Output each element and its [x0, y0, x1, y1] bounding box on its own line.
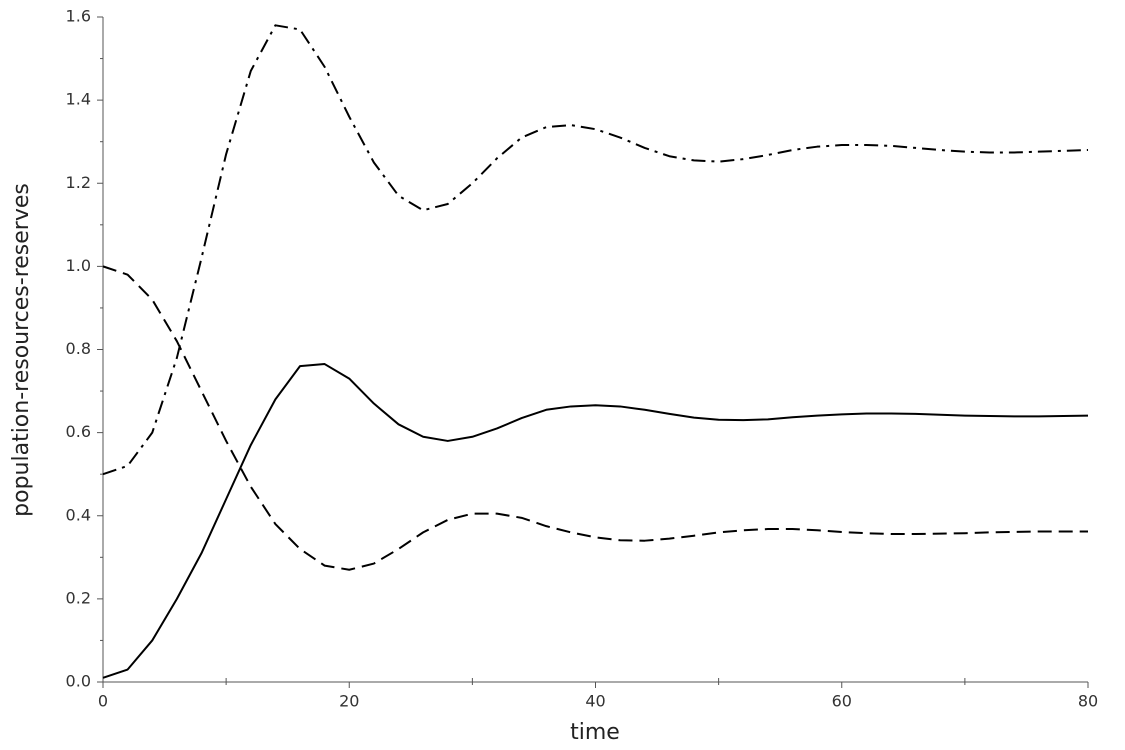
- x-tick-label: 40: [585, 692, 605, 711]
- x-tick-label: 0: [98, 692, 108, 711]
- y-tick-label: 0.8: [66, 339, 91, 358]
- y-tick-label: 0.2: [66, 588, 91, 607]
- y-axis-title: population-resources-reserves: [9, 183, 34, 517]
- y-tick-label: 1.2: [66, 173, 91, 192]
- x-tick-label: 60: [832, 692, 852, 711]
- y-tick-label: 1.6: [66, 7, 91, 26]
- series-line: [102, 363, 1089, 679]
- x-tick-label: 20: [339, 692, 359, 711]
- y-tick-label: 0.0: [66, 672, 91, 691]
- series-line: [102, 265, 1088, 571]
- y-tick-label: 0.4: [66, 505, 91, 524]
- y-tick-label: 1.0: [66, 256, 91, 275]
- x-tick-label: 80: [1078, 692, 1098, 711]
- series-line: [102, 24, 1089, 476]
- y-tick-label: 0.6: [66, 422, 91, 441]
- x-axis-title: time: [570, 720, 620, 745]
- y-tick-label: 1.4: [66, 90, 91, 109]
